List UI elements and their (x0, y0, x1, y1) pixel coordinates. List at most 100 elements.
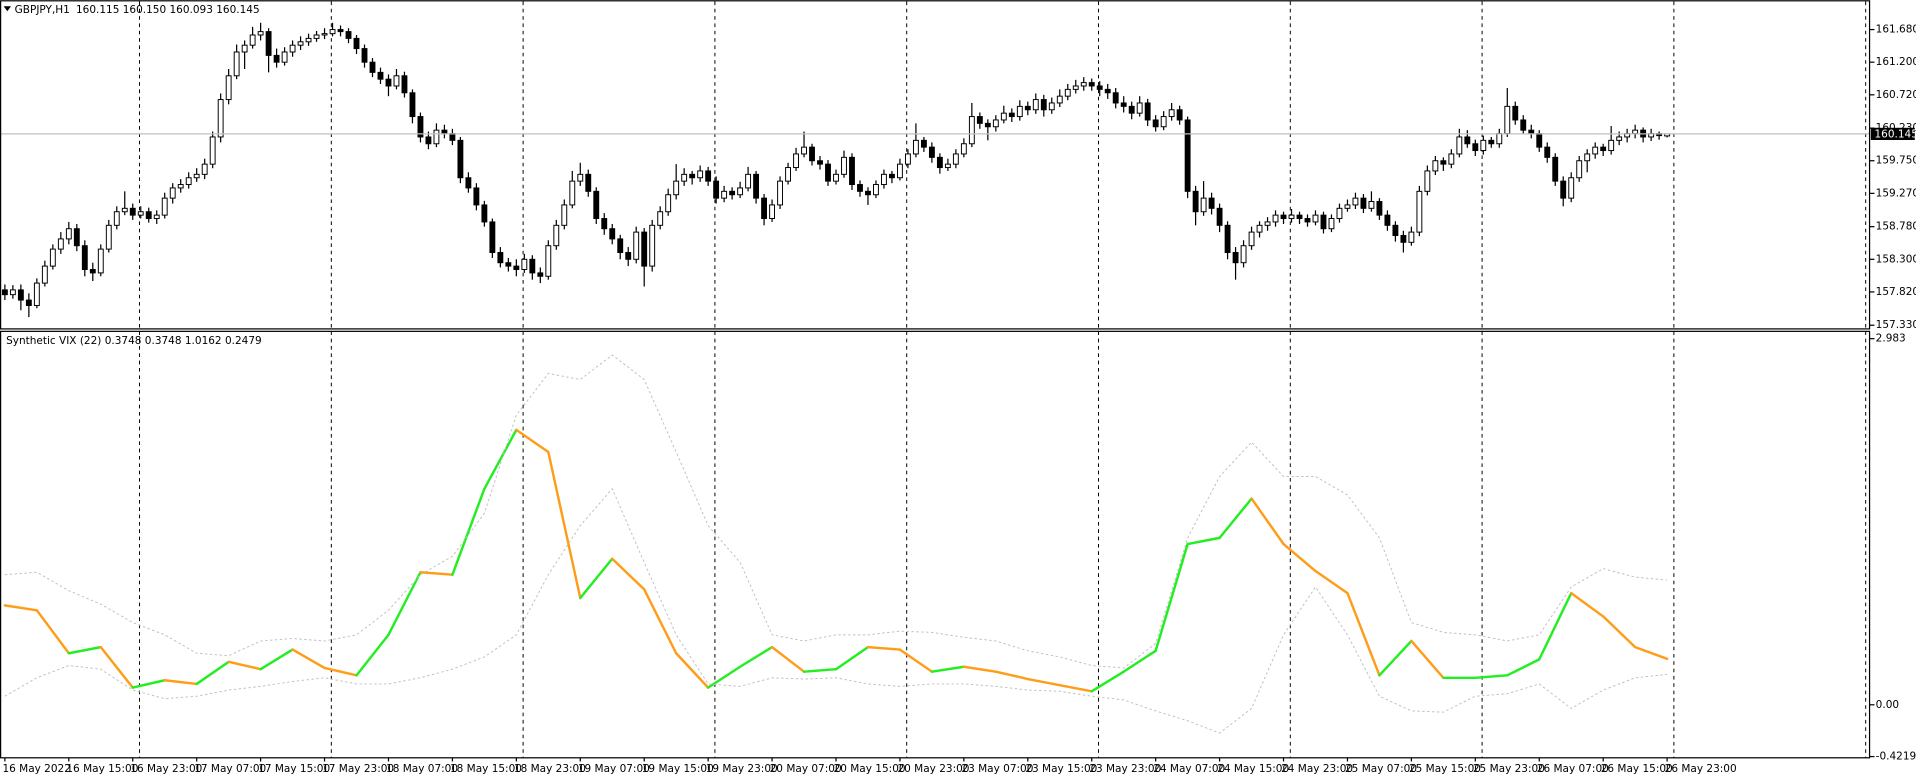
candle-body (984, 122, 991, 128)
candle-body (968, 116, 975, 145)
candle-body (1128, 105, 1135, 114)
candle-body (1376, 201, 1383, 216)
candle-body (225, 75, 232, 101)
y-tick-label: 159.750 (1876, 155, 1916, 167)
candle-body (1496, 133, 1503, 145)
indicator-line-segment (1282, 542, 1317, 573)
candle-body (185, 177, 192, 186)
indicator-line-segment (834, 645, 870, 671)
indicator-line-segment (1058, 683, 1093, 693)
indicator-line-segment (611, 557, 646, 591)
candle-body (1616, 136, 1623, 141)
candle-body (1056, 95, 1063, 104)
candle-body (9, 289, 16, 296)
candle-body (841, 156, 847, 175)
candle-body (928, 146, 935, 158)
candle-body (801, 146, 807, 155)
x-tick-label: 16 May 2022 (2, 763, 70, 775)
candle-body (809, 146, 815, 162)
x-tick-label: 24 May 15:00 (1217, 763, 1289, 775)
candle-body (217, 99, 224, 138)
y-tick-label: 161.680 (1876, 24, 1916, 36)
indicator-line-segment (1346, 591, 1381, 677)
candle-body (952, 153, 959, 165)
candle-body (1136, 102, 1143, 114)
candle-body (713, 180, 720, 199)
candle-body (976, 116, 983, 124)
candle-body (729, 190, 736, 196)
indicator-line-segment (3, 604, 39, 612)
candle-body (273, 54, 280, 63)
candle-body (17, 289, 24, 301)
candle-body (936, 156, 943, 169)
candle-body (1016, 105, 1023, 118)
candle-body (1048, 102, 1055, 111)
candle-body (920, 139, 927, 148)
indicator-band (4, 487, 1668, 734)
candle-body (1208, 197, 1215, 209)
candle-body (513, 265, 520, 270)
indicator-line-segment (1410, 639, 1445, 680)
candle-body (1456, 136, 1463, 155)
candle-body (1224, 224, 1231, 253)
x-tick-label: 19 May 23:00 (706, 763, 778, 775)
candle-body (873, 184, 879, 196)
candle-body (1408, 231, 1415, 243)
candle-body (361, 48, 368, 63)
indicator-line-segment (770, 645, 806, 673)
candle-body (169, 187, 176, 199)
candle-body (1000, 112, 1007, 121)
y-tick-label: -0.4219 (1876, 751, 1916, 763)
indicator-line-segment (802, 667, 838, 673)
indicator-line-segment (1474, 674, 1509, 680)
x-tick-label: 25 May 07:00 (1345, 763, 1417, 775)
candle-body (577, 173, 584, 182)
candle-body (409, 92, 416, 118)
indicator-line-segment (1218, 497, 1253, 540)
candle-body (633, 231, 640, 260)
indicator-line-segment (579, 557, 614, 600)
candle-body (377, 71, 384, 80)
y-tick-label: 0.00 (1876, 699, 1899, 711)
candle-body (49, 248, 56, 267)
candle-body (209, 136, 216, 165)
indicator-line-segment (994, 670, 1030, 681)
candle-body (1424, 170, 1431, 192)
candle-body (1592, 146, 1599, 155)
candle-body (1632, 129, 1639, 135)
candle-body (1464, 136, 1471, 145)
candle-body (1400, 235, 1407, 243)
indicator-line-segment (387, 571, 422, 637)
menu-triangle[interactable] (3, 6, 11, 12)
x-tick-label: 24 May 23:00 (1281, 763, 1353, 775)
candle-body (1168, 109, 1175, 118)
candle-body (441, 129, 448, 135)
last-price-label: 160.145 (1874, 129, 1916, 141)
candle-body (1120, 102, 1127, 107)
candle-body (849, 156, 855, 186)
candle-body (561, 204, 568, 226)
indicator-line-segment (866, 645, 902, 651)
candle-body (257, 31, 264, 36)
indicator-line-segment (99, 645, 134, 689)
x-tick-label: 24 May 07:00 (1153, 763, 1225, 775)
candle-body (753, 173, 760, 199)
x-tick-label: 25 May 15:00 (1409, 763, 1481, 775)
candle-body (1256, 224, 1263, 233)
indicator-line-segment (483, 428, 518, 491)
indicator-line-segment (1090, 670, 1125, 693)
candle-body (1272, 214, 1279, 223)
candle-body (785, 167, 791, 182)
candle-body (25, 299, 32, 307)
candle-body (865, 190, 871, 196)
candle-body (1304, 218, 1311, 223)
candle-body (89, 269, 96, 274)
candle-body (777, 180, 783, 206)
candle-body (665, 194, 672, 213)
indicator-line-segment (131, 679, 166, 689)
candle-body (944, 163, 951, 169)
candle-body (1072, 85, 1079, 90)
candle-body (992, 119, 999, 128)
candle-body (1552, 156, 1559, 182)
candle-body (233, 51, 240, 77)
